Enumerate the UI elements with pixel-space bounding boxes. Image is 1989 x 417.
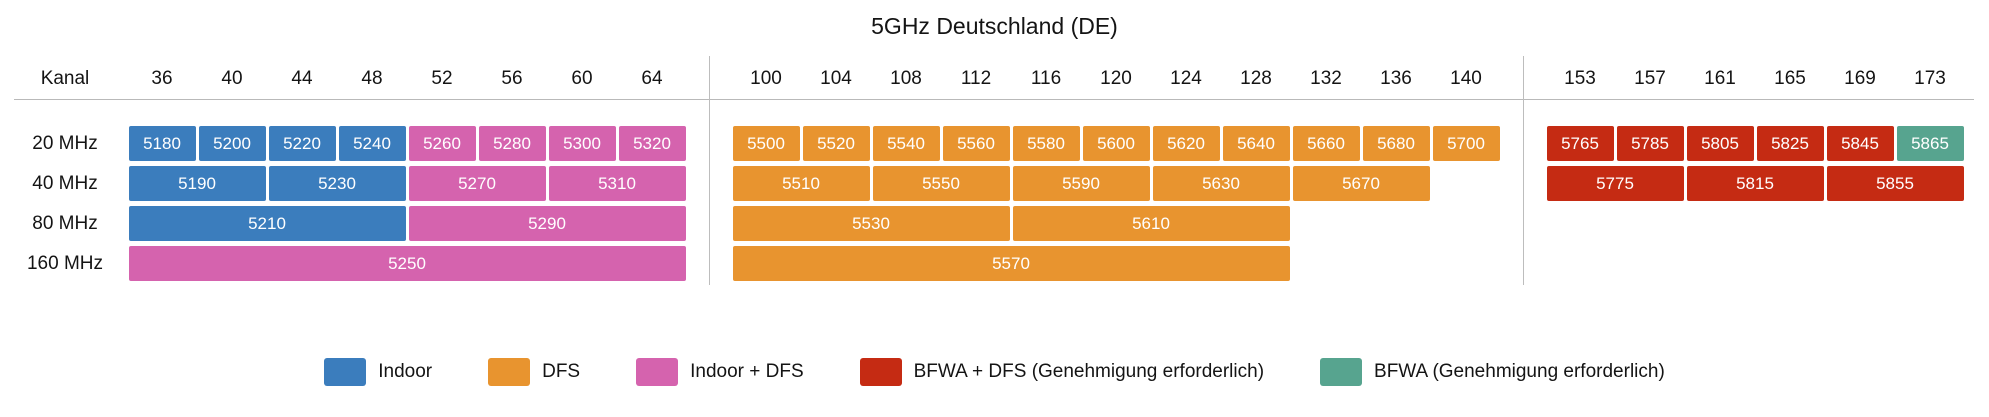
channel-axis-label: Kanal: [40, 68, 90, 89]
channel-bar: 5310: [548, 166, 686, 201]
channel-header-label: 169: [1844, 68, 1876, 89]
channel-bar: 5550: [872, 166, 1010, 201]
legend-label: BFWA + DFS (Genehmigung erforderlich): [913, 361, 1265, 382]
legend-item: Indoor + DFS: [636, 358, 804, 386]
channel-bar: 5680: [1362, 126, 1430, 161]
legend-label: Indoor: [378, 361, 433, 382]
channel-header-label: 44: [291, 68, 313, 89]
channel-header-label: 165: [1774, 68, 1806, 89]
channel-bar: 5210: [128, 206, 406, 241]
channel-header-label: 104: [820, 68, 852, 89]
legend-item: BFWA (Genehmigung erforderlich): [1320, 358, 1665, 386]
group-divider: [709, 56, 710, 285]
channel-header-label: 132: [1310, 68, 1342, 89]
channel-header-label: 120: [1100, 68, 1132, 89]
channel-bar: 5510: [732, 166, 870, 201]
channel-bar: 5570: [732, 246, 1290, 281]
header-rule: [14, 99, 1974, 100]
channel-header-label: 60: [571, 68, 593, 89]
channel-bar: 5775: [1546, 166, 1684, 201]
channel-bar: 5805: [1686, 126, 1754, 161]
channel-bar: 5660: [1292, 126, 1360, 161]
row-label: 20 MHz: [32, 133, 98, 154]
channel-header-label: 56: [501, 68, 523, 89]
channel-header-label: 112: [960, 68, 992, 89]
channel-bar: 5220: [268, 126, 336, 161]
channel-header-label: 124: [1170, 68, 1202, 89]
legend-label: DFS: [542, 361, 581, 382]
row-label: 80 MHz: [32, 213, 98, 234]
channel-header-label: 140: [1450, 68, 1482, 89]
channel-bar: 5290: [408, 206, 686, 241]
channel-bar: 5590: [1012, 166, 1150, 201]
channel-bar: 5610: [1012, 206, 1290, 241]
channel-header-label: 36: [151, 68, 173, 89]
channel-bar: 5240: [338, 126, 406, 161]
channel-bar: 5200: [198, 126, 266, 161]
channel-bar: 5815: [1686, 166, 1824, 201]
channel-bar: 5320: [618, 126, 686, 161]
channel-header-label: 116: [1030, 68, 1062, 89]
legend-swatch: [859, 358, 902, 386]
channel-bar: 5180: [128, 126, 196, 161]
legend-label: Indoor + DFS: [690, 361, 804, 382]
legend-label: BFWA (Genehmigung erforderlich): [1374, 361, 1665, 382]
channel-header-label: 64: [641, 68, 663, 89]
channel-bar: 5190: [128, 166, 266, 201]
channel-bar: 5865: [1896, 126, 1964, 161]
channel-bar: 5700: [1432, 126, 1500, 161]
channel-header-label: 52: [431, 68, 453, 89]
row-label: 160 MHz: [26, 253, 104, 274]
channel-bar: 5270: [408, 166, 546, 201]
channel-bar: 5765: [1546, 126, 1614, 161]
row-label: 40 MHz: [32, 173, 98, 194]
legend-item: BFWA + DFS (Genehmigung erforderlich): [859, 358, 1265, 386]
legend-swatch: [1320, 358, 1363, 386]
channel-bar: 5600: [1082, 126, 1150, 161]
channel-header-label: 136: [1380, 68, 1412, 89]
channel-bar: 5855: [1826, 166, 1964, 201]
legend-swatch: [488, 358, 531, 386]
legend-swatch: [324, 358, 367, 386]
channel-header-label: 40: [221, 68, 243, 89]
legend-item: Indoor: [324, 358, 432, 386]
channel-bar: 5260: [408, 126, 476, 161]
channel-bar: 5630: [1152, 166, 1290, 201]
channel-header-label: 153: [1564, 68, 1596, 89]
channel-header-label: 161: [1704, 68, 1736, 89]
channel-bar: 5670: [1292, 166, 1430, 201]
channel-bar: 5280: [478, 126, 546, 161]
channel-bar: 5560: [942, 126, 1010, 161]
channel-header-label: 128: [1240, 68, 1272, 89]
channel-bar: 5250: [128, 246, 686, 281]
channel-header-label: 157: [1634, 68, 1666, 89]
channel-bar: 5230: [268, 166, 406, 201]
channel-header-label: 108: [890, 68, 922, 89]
channel-bar: 5640: [1222, 126, 1290, 161]
channel-bar: 5530: [732, 206, 1010, 241]
channel-bar: 5300: [548, 126, 616, 161]
chart-title: 5GHz Deutschland (DE): [871, 13, 1118, 39]
legend-swatch: [636, 358, 679, 386]
channel-bar: 5540: [872, 126, 940, 161]
channel-header-label: 173: [1914, 68, 1946, 89]
channel-bar: 5845: [1826, 126, 1894, 161]
legend-item: DFS: [488, 358, 580, 386]
channel-bar: 5825: [1756, 126, 1824, 161]
legend: Indoor DFS Indoor + DFS BFWA + DFS (Genehmi…: [0, 358, 1989, 386]
channel-header-label: 100: [750, 68, 782, 89]
channel-header-label: 48: [361, 68, 383, 89]
channel-bar: 5580: [1012, 126, 1080, 161]
channel-bar: 5785: [1616, 126, 1684, 161]
group-divider: [1523, 56, 1524, 285]
channel-bar: 5500: [732, 126, 800, 161]
channel-bar: 5520: [802, 126, 870, 161]
channel-bar: 5620: [1152, 126, 1220, 161]
